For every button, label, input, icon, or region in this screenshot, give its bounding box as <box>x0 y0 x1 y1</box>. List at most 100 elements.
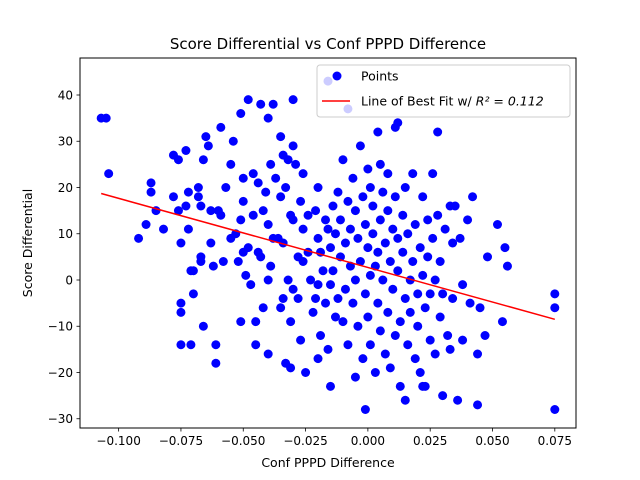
scatter-point-219 <box>430 349 440 359</box>
scatter-point-173 <box>378 187 388 197</box>
scatter-point-171 <box>375 215 385 225</box>
scatter-point-245 <box>492 220 502 229</box>
x-tick-label-0: −0.100 <box>96 434 140 448</box>
scatter-point-224 <box>438 391 448 401</box>
scatter-point-130 <box>330 312 340 322</box>
scatter-point-147 <box>350 275 360 285</box>
scatter-point-251 <box>550 405 560 414</box>
scatter-point-249 <box>550 289 560 299</box>
scatter-point-242 <box>475 303 485 313</box>
scatter-point-85 <box>278 294 288 303</box>
scatter-point-237 <box>463 215 473 225</box>
scatter-point-48 <box>233 257 243 266</box>
scatter-point-208 <box>418 192 428 202</box>
scatter-point-186 <box>390 331 400 340</box>
scatter-point-156 <box>360 289 370 299</box>
scatter-point-167 <box>373 127 383 137</box>
scatter-point-148 <box>350 372 360 382</box>
scatter-point-49 <box>236 109 246 118</box>
x-tick-label-5: 0.025 <box>413 434 447 448</box>
scatter-point-123 <box>323 344 333 354</box>
y-tick-label-3: 0 <box>65 273 73 287</box>
scatter-point-34 <box>206 206 216 216</box>
scatter-point-67 <box>258 206 268 216</box>
scatter-point-65 <box>256 99 266 109</box>
scatter-point-175 <box>380 238 390 248</box>
scatter-point-138 <box>340 284 350 294</box>
scatter-point-102 <box>298 169 308 179</box>
scatter-point-252 <box>360 405 370 414</box>
scatter-point-133 <box>335 215 345 225</box>
scatter-point-189 <box>395 317 405 327</box>
scatter-point-92 <box>286 363 296 373</box>
scatter-point-66 <box>256 252 266 262</box>
y-axis-label: Score Differential <box>20 189 35 297</box>
scatter-point-220 <box>433 127 443 137</box>
scatter-point-22 <box>186 340 196 350</box>
scatter-point-188 <box>393 266 403 276</box>
scatter-point-195 <box>400 395 410 405</box>
scatter-point-215 <box>425 289 435 299</box>
scatter-point-240 <box>473 400 483 410</box>
scatter-point-93 <box>288 95 298 105</box>
scatter-point-63 <box>253 178 263 188</box>
scatter-point-227 <box>443 331 453 340</box>
scatter-point-194 <box>400 294 410 303</box>
scatter-point-230 <box>448 238 458 248</box>
scatter-point-155 <box>360 220 370 229</box>
scatter-point-57 <box>243 243 253 253</box>
scatter-point-91 <box>286 317 296 327</box>
scatter-point-135 <box>338 155 348 165</box>
scatter-point-1 <box>101 113 111 123</box>
scatter-point-27 <box>196 201 206 211</box>
x-tick-label-6: 0.050 <box>475 434 509 448</box>
scatter-point-68 <box>258 303 268 313</box>
scatter-point-205 <box>413 289 423 299</box>
points-layer <box>96 76 560 414</box>
scatter-point-4 <box>141 220 151 229</box>
scatter-point-140 <box>343 196 353 206</box>
chart-title: Score Differential vs Conf PPPD Differen… <box>170 35 486 53</box>
scatter-point-59 <box>248 169 258 179</box>
scatter-point-181 <box>385 363 395 373</box>
scatter-point-58 <box>246 280 256 290</box>
scatter-point-115 <box>313 354 323 364</box>
scatter-point-163 <box>368 201 378 211</box>
scatter-point-182 <box>388 224 398 234</box>
scatter-point-36 <box>208 261 218 271</box>
scatter-point-232 <box>450 201 460 211</box>
scatter-point-169 <box>373 298 383 308</box>
x-axis-ticks: −0.100 −0.075 −0.050 −0.025 0.000 0.025 0.050 0… <box>96 428 572 448</box>
scatter-point-61 <box>251 317 261 327</box>
scatter-point-150 <box>353 321 363 331</box>
scatter-point-100 <box>296 196 306 206</box>
scatter-point-197 <box>403 340 413 350</box>
scatter-point-170 <box>375 159 385 169</box>
scatter-point-203 <box>410 220 420 229</box>
scatter-point-89 <box>283 275 293 285</box>
scatter-point-162 <box>365 340 375 350</box>
scatter-point-247 <box>500 243 510 253</box>
scatter-point-53 <box>238 196 248 206</box>
scatter-point-81 <box>276 192 286 202</box>
scatter-point-111 <box>311 294 321 303</box>
scatter-point-165 <box>370 368 380 377</box>
scatter-point-254 <box>418 381 428 391</box>
scatter-point-159 <box>363 312 373 322</box>
scatter-point-151 <box>355 141 365 151</box>
scatter-point-88 <box>283 155 293 165</box>
legend-points-marker <box>332 71 342 81</box>
scatter-point-212 <box>423 215 433 225</box>
scatter-point-235 <box>458 335 468 345</box>
scatter-point-192 <box>398 247 408 257</box>
scatter-point-161 <box>365 270 375 280</box>
scatter-point-202 <box>410 354 420 364</box>
scatter-point-201 <box>408 257 418 266</box>
scatter-point-109 <box>308 307 318 317</box>
scatter-point-218 <box>430 275 440 285</box>
scatter-point-127 <box>328 201 338 211</box>
scatter-point-17 <box>181 146 191 155</box>
scatter-point-131 <box>333 187 343 197</box>
scatter-point-132 <box>333 294 343 303</box>
